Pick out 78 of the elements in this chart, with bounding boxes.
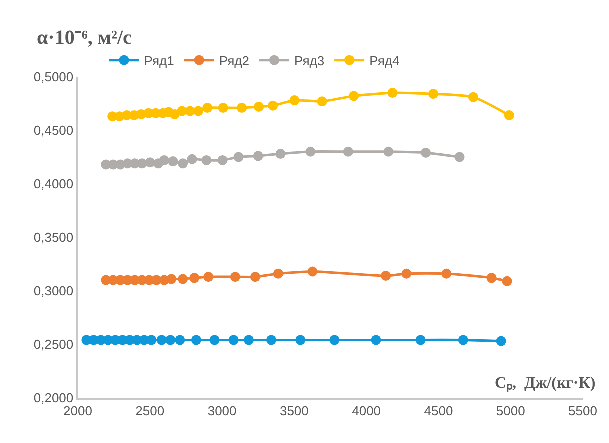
y-tick-label: 0,5000 xyxy=(34,70,74,85)
point xyxy=(193,106,204,116)
y-tick-label: 0,3500 xyxy=(34,230,74,246)
point xyxy=(156,335,167,346)
legend-label: Ряд4 xyxy=(370,53,400,68)
point xyxy=(421,148,432,158)
y-tick-label: 0,4000 xyxy=(34,176,74,192)
y-tick-label: 0,2000 xyxy=(34,390,74,406)
point xyxy=(458,335,468,346)
x-tick-label: 2500 xyxy=(136,403,165,418)
point xyxy=(273,268,284,279)
y-axis-title: α·10⁻⁶, м²/c xyxy=(37,27,132,49)
x-tick-label: 3500 xyxy=(280,403,309,418)
point xyxy=(290,96,300,106)
point xyxy=(187,154,198,164)
point xyxy=(228,335,239,346)
legend-label: Ряд1 xyxy=(144,53,174,68)
point xyxy=(250,272,260,282)
y-tick-label: 0,2500 xyxy=(34,337,74,352)
legend-label: Ряд2 xyxy=(219,53,250,68)
x-tick-label: 5500 xyxy=(568,403,598,418)
point xyxy=(402,268,412,279)
point xyxy=(204,272,214,282)
point xyxy=(190,273,200,284)
point xyxy=(308,266,318,277)
x-tick-label: 4500 xyxy=(424,403,454,418)
point xyxy=(384,146,394,157)
point xyxy=(244,335,254,346)
point xyxy=(175,335,186,346)
point xyxy=(145,158,156,168)
point xyxy=(504,110,514,121)
point xyxy=(296,335,306,346)
point xyxy=(468,92,478,102)
point xyxy=(137,158,148,169)
point xyxy=(317,96,328,107)
point xyxy=(486,273,497,284)
x-tick-label: 3000 xyxy=(208,403,237,418)
point xyxy=(146,335,157,346)
point xyxy=(306,146,316,157)
point xyxy=(416,335,426,346)
point xyxy=(276,149,286,160)
point xyxy=(502,276,512,286)
point xyxy=(210,335,220,346)
x-axis-title: Cₚ, Дж/(кг·К) xyxy=(495,375,596,393)
point xyxy=(178,274,188,284)
point xyxy=(254,102,264,112)
point xyxy=(218,155,228,166)
point xyxy=(237,103,248,114)
point xyxy=(166,335,176,346)
point xyxy=(442,268,452,279)
point xyxy=(330,335,340,346)
point xyxy=(388,88,398,98)
point xyxy=(168,156,178,167)
x-tick-label: 5000 xyxy=(496,403,526,418)
point xyxy=(428,89,439,100)
point xyxy=(218,103,228,114)
point xyxy=(343,146,354,157)
x-tick-label: 4000 xyxy=(352,403,382,418)
legend-label: Ряд3 xyxy=(294,53,325,68)
point xyxy=(268,100,278,111)
point xyxy=(191,335,202,346)
y-tick-label: 0,4500 xyxy=(34,123,74,138)
x-tick-label: 2000 xyxy=(64,403,92,418)
point xyxy=(253,151,264,162)
point xyxy=(178,158,188,169)
point xyxy=(349,91,360,102)
y-tick-label: 0,3000 xyxy=(34,284,74,299)
point xyxy=(202,103,213,114)
point xyxy=(234,152,244,162)
point xyxy=(454,152,465,162)
point xyxy=(202,155,212,166)
point xyxy=(496,336,506,346)
point xyxy=(381,271,392,282)
point xyxy=(266,335,276,346)
point xyxy=(159,155,170,166)
point xyxy=(371,335,382,346)
point xyxy=(230,272,240,282)
point xyxy=(166,274,177,284)
